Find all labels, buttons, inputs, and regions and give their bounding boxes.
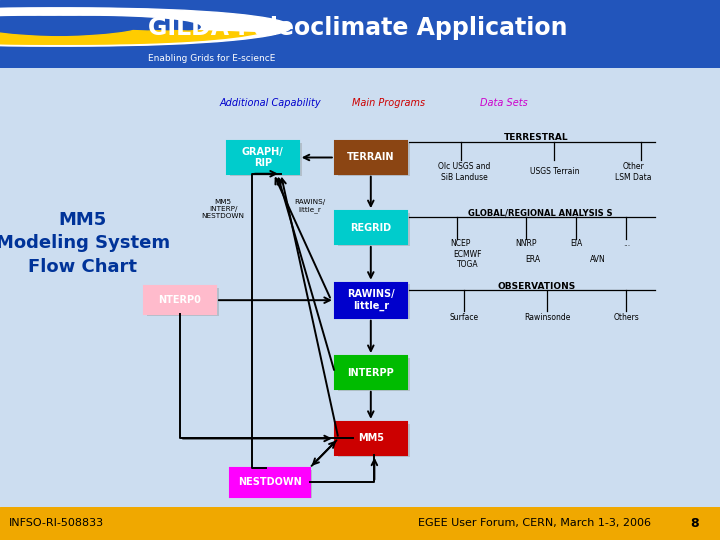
Text: NNRP: NNRP bbox=[515, 239, 536, 248]
Bar bbox=[144, 286, 216, 314]
Bar bbox=[335, 282, 407, 318]
Text: Others: Others bbox=[613, 313, 639, 322]
Text: GILDA Paleoclimate Application: GILDA Paleoclimate Application bbox=[148, 16, 567, 40]
Bar bbox=[338, 285, 410, 320]
Bar bbox=[227, 141, 299, 174]
Text: REGRID: REGRID bbox=[350, 222, 392, 233]
Bar bbox=[335, 141, 407, 174]
Circle shape bbox=[0, 8, 291, 46]
Bar bbox=[335, 211, 407, 244]
Bar bbox=[338, 213, 410, 246]
Text: Data Sets: Data Sets bbox=[480, 98, 528, 107]
Text: ERA: ERA bbox=[525, 255, 541, 264]
Bar bbox=[233, 470, 312, 498]
Wedge shape bbox=[0, 31, 220, 44]
Text: MM5
INTERP/
NESTDOWN: MM5 INTERP/ NESTDOWN bbox=[202, 199, 245, 219]
Text: Rawinsonde: Rawinsonde bbox=[524, 313, 570, 322]
Text: RAWINS/
little_r: RAWINS/ little_r bbox=[347, 289, 395, 311]
Text: NCEP: NCEP bbox=[451, 239, 471, 248]
Bar bbox=[338, 358, 410, 391]
Wedge shape bbox=[0, 31, 260, 44]
Wedge shape bbox=[0, 31, 240, 44]
Bar bbox=[335, 356, 407, 389]
Circle shape bbox=[0, 17, 200, 37]
Text: 8: 8 bbox=[690, 517, 698, 530]
Text: RAWINS/
little_r: RAWINS/ little_r bbox=[294, 199, 325, 213]
Text: EIA: EIA bbox=[570, 239, 582, 248]
Circle shape bbox=[0, 8, 251, 46]
Bar bbox=[338, 143, 410, 176]
Bar bbox=[147, 288, 219, 316]
Text: GLOBAL/REGIONAL ANALYSIS S: GLOBAL/REGIONAL ANALYSIS S bbox=[468, 209, 612, 218]
Text: ...: ... bbox=[623, 239, 630, 248]
Text: Main Programs: Main Programs bbox=[352, 98, 426, 107]
Text: USGS Terrain: USGS Terrain bbox=[530, 167, 579, 177]
Text: MM5: MM5 bbox=[358, 434, 384, 443]
Circle shape bbox=[0, 8, 230, 46]
Circle shape bbox=[0, 17, 160, 37]
Text: TERRAIN: TERRAIN bbox=[347, 152, 395, 163]
Text: NESTDOWN: NESTDOWN bbox=[238, 477, 302, 488]
Text: Olc USGS and
SiB Landuse: Olc USGS and SiB Landuse bbox=[438, 163, 490, 181]
Bar bbox=[230, 143, 302, 176]
Text: OBSERVATIONS: OBSERVATIONS bbox=[498, 282, 575, 291]
Bar bbox=[230, 468, 310, 497]
Bar bbox=[335, 422, 407, 455]
Text: INTERPP: INTERPP bbox=[348, 368, 394, 377]
Bar bbox=[338, 424, 410, 457]
Text: Other
LSM Data: Other LSM Data bbox=[616, 163, 652, 181]
Text: TERRESTRAL: TERRESTRAL bbox=[504, 133, 569, 142]
Text: INFSO-RI-508833: INFSO-RI-508833 bbox=[9, 518, 104, 528]
Text: NTERP0: NTERP0 bbox=[158, 295, 202, 305]
Text: MM5
Modeling System
Flow Chart: MM5 Modeling System Flow Chart bbox=[0, 211, 170, 276]
Circle shape bbox=[0, 17, 180, 37]
Text: Surface: Surface bbox=[450, 313, 479, 322]
Text: ECMWF
TOGA: ECMWF TOGA bbox=[454, 250, 482, 269]
Circle shape bbox=[0, 8, 271, 46]
Text: Additional Capability: Additional Capability bbox=[219, 98, 321, 107]
Text: AVN: AVN bbox=[590, 255, 606, 264]
Text: Enabling Grids for E-sciencE: Enabling Grids for E-sciencE bbox=[148, 54, 275, 63]
Circle shape bbox=[0, 17, 140, 37]
Text: EGEE User Forum, CERN, March 1-3, 2006: EGEE User Forum, CERN, March 1-3, 2006 bbox=[418, 518, 651, 528]
Text: GRAPH/
RIP: GRAPH/ RIP bbox=[242, 147, 284, 168]
Wedge shape bbox=[0, 31, 199, 44]
